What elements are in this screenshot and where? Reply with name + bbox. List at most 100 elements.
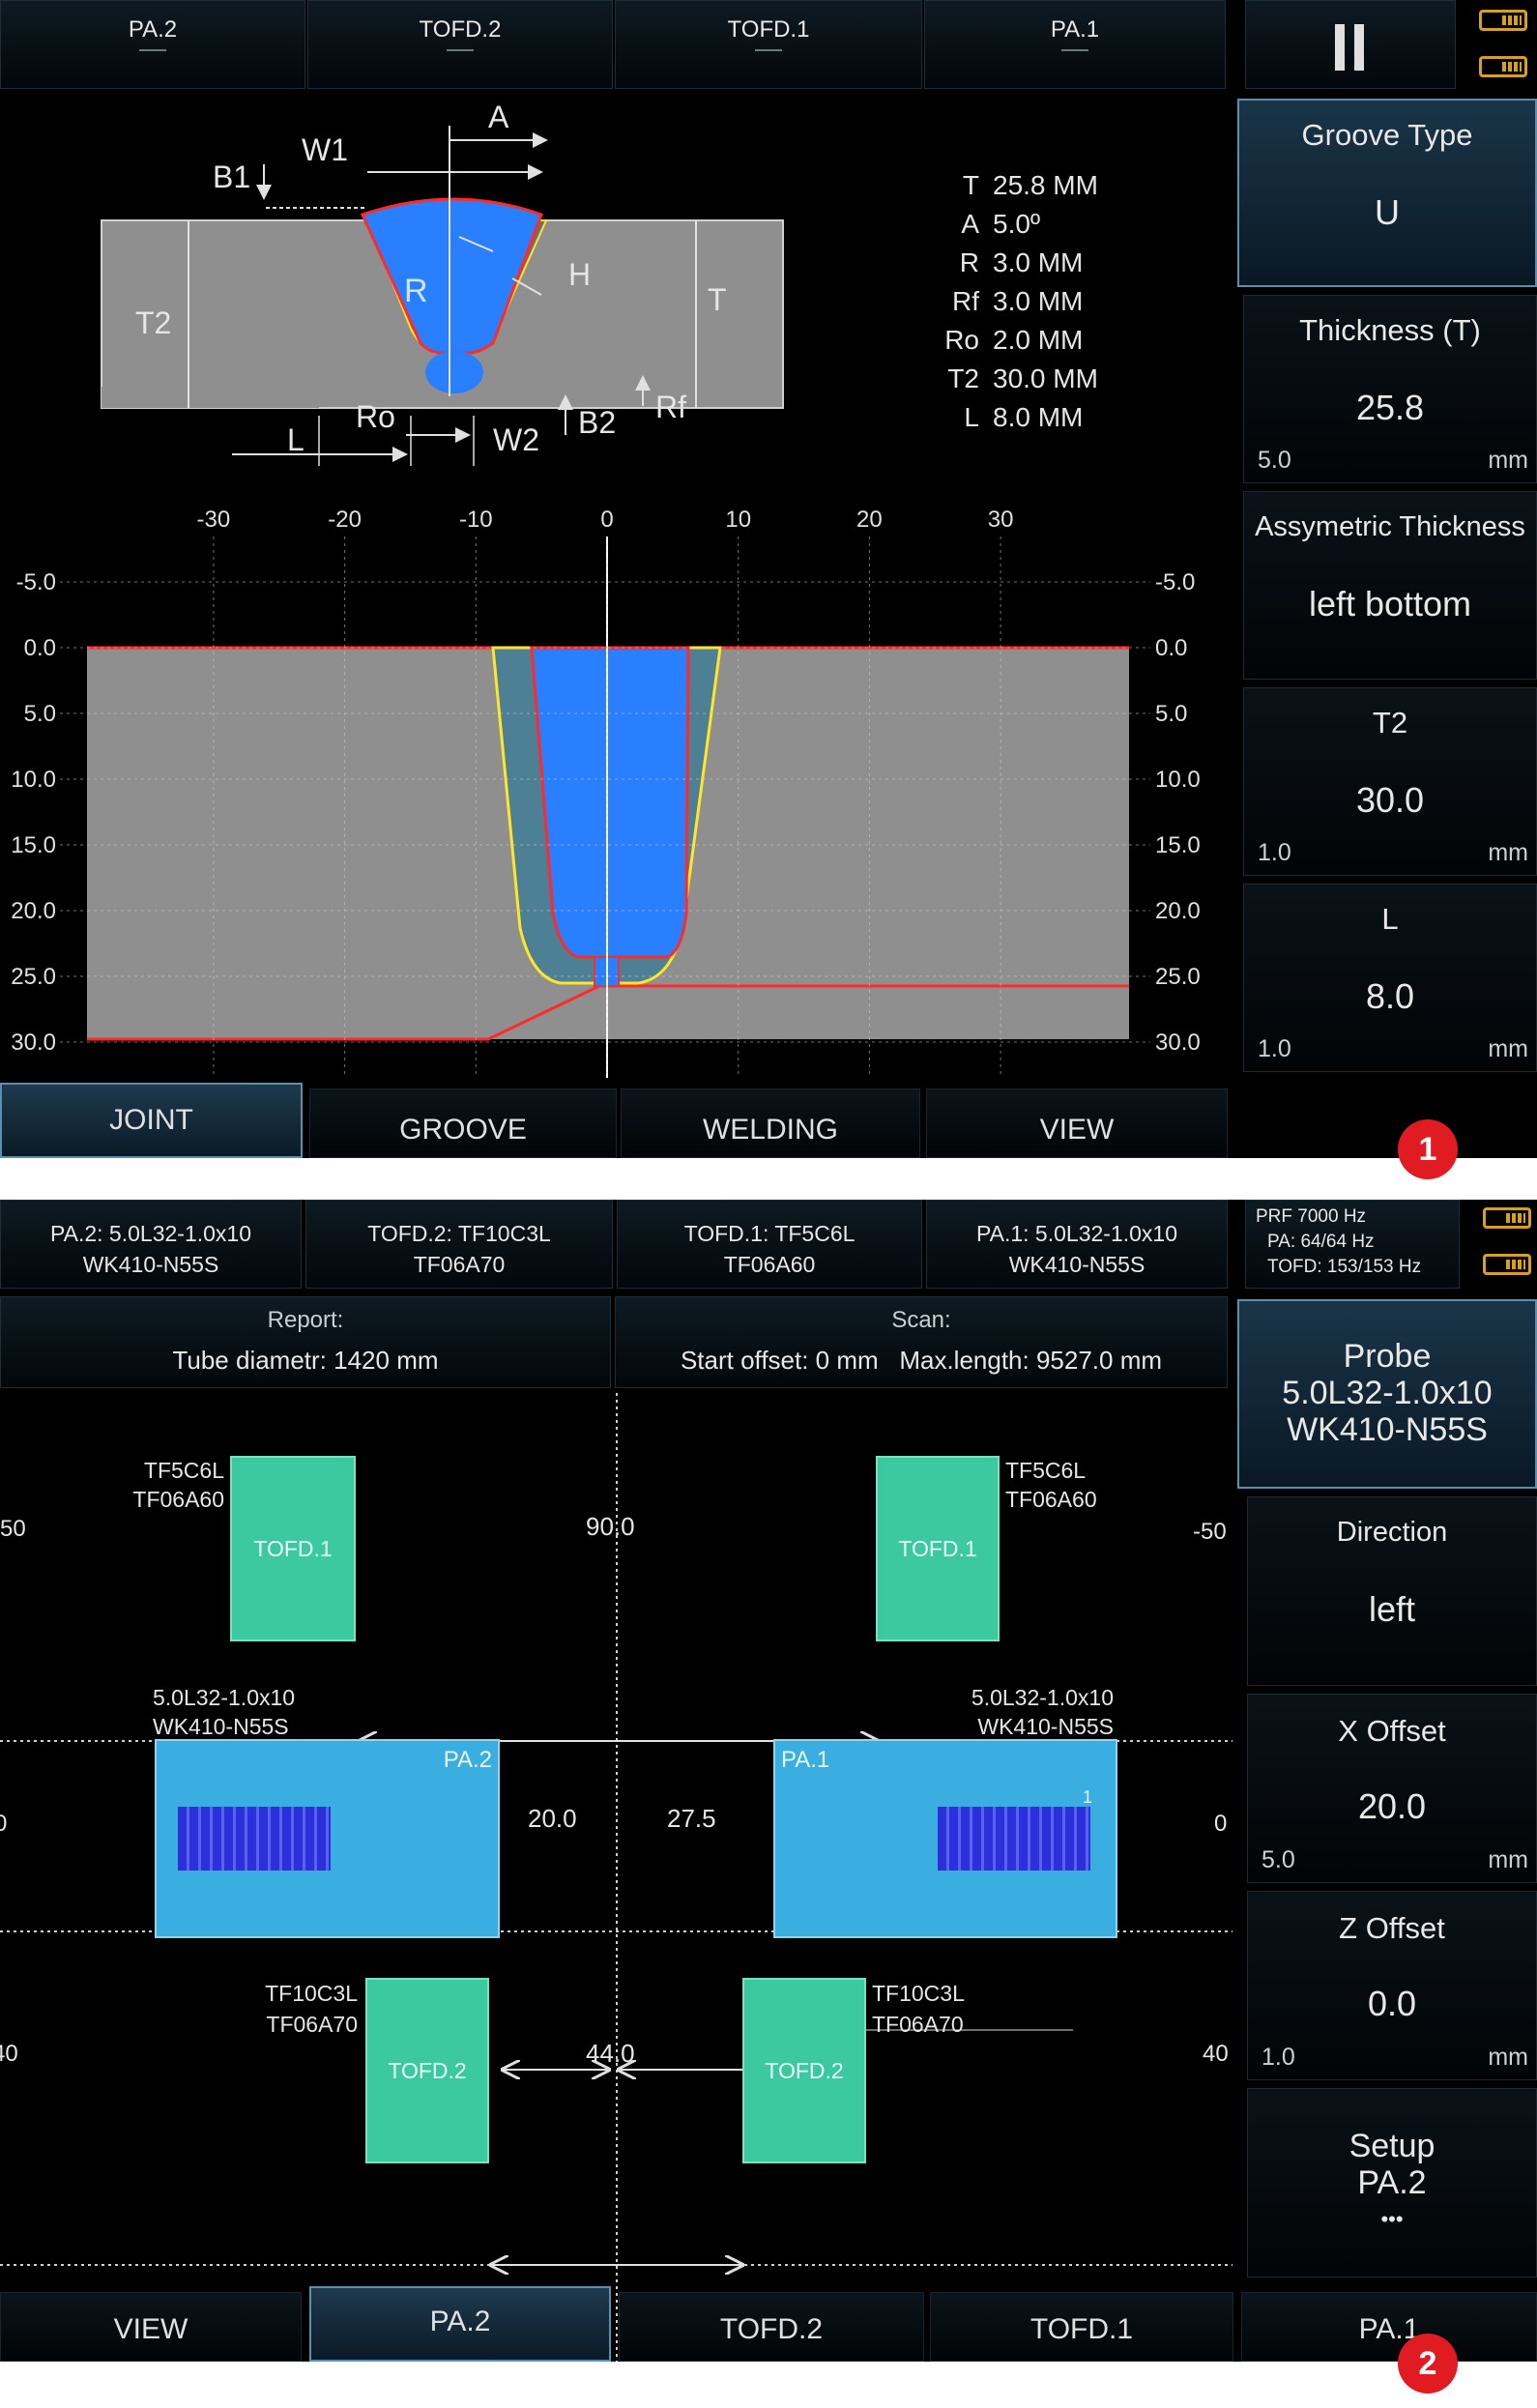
setting-unit: mm: [1488, 839, 1528, 866]
top-tab-tofd1[interactable]: TOFD.1: [615, 0, 922, 89]
more-icon: •••: [1380, 2207, 1404, 2231]
x-tick-label: 10: [725, 507, 751, 533]
probe-box-label: TOFD.2: [765, 2058, 844, 2083]
tab-joint[interactable]: JOINT: [0, 1083, 303, 1158]
param-row: A 5.0º: [961, 209, 1041, 239]
setting-value: 0.0: [1367, 1984, 1417, 2023]
probe-label: TF10C3L TF06A70: [872, 1981, 965, 2037]
top-tab-pa1[interactable]: PA.1: [924, 0, 1226, 89]
scan-settings: Start offset: 0 mm Max.length: 9527.0 mm: [680, 1346, 1163, 1375]
top-tab-tofd2[interactable]: TOFD.2: [307, 0, 613, 89]
probe-box-label: PA.2: [443, 1747, 492, 1773]
probe-box-label: TOFD.2: [388, 2058, 467, 2083]
tab-welding[interactable]: WELDING: [621, 1088, 920, 1158]
battery-icon: [1483, 1207, 1531, 1229]
callout-marker-2: 2: [1398, 2334, 1458, 2393]
setting-title: Direction: [1336, 1517, 1448, 1548]
setting-title: T2: [1372, 706, 1408, 740]
setting-unit: mm: [1488, 1846, 1528, 1873]
probe-model: 5.0L32-1.0x10: [1282, 1375, 1493, 1411]
l-button[interactable]: L 8.0 1.0 mm: [1243, 884, 1537, 1072]
label-W1: W1: [302, 132, 348, 167]
param-row: L 8.0 MM: [964, 402, 1084, 432]
pa1-probe[interactable]: PA.1 1: [773, 1739, 1117, 1938]
x-tick-label: 0: [600, 507, 613, 533]
pause-icon: [1335, 24, 1364, 71]
setting-unit: mm: [1488, 447, 1528, 474]
label-B2: B2: [578, 405, 617, 440]
top-tab-tofd1[interactable]: TOFD.1: TF5C6L TF06A60: [617, 1200, 922, 1289]
setting-title: Probe: [1343, 1338, 1432, 1375]
tab-view[interactable]: VIEW: [926, 1088, 1228, 1158]
x-offset-button[interactable]: X Offset 20.0 5.0 mm: [1247, 1694, 1537, 1883]
y-tick-label: 0.0: [1155, 635, 1187, 661]
report-button[interactable]: Report: Tube diametr: 1420 mm: [0, 1296, 611, 1388]
label-T: T: [708, 282, 727, 317]
tab-tofd1[interactable]: TOFD.1: [930, 2292, 1233, 2362]
tofd-rate: TOFD: 153/153 Hz: [1267, 1257, 1422, 1277]
scan-title: Scan:: [891, 1307, 951, 1333]
top-tab-tofd2[interactable]: TOFD.2: TF10C3L TF06A70: [305, 1200, 613, 1289]
y-tick-label: 0.0: [24, 635, 56, 661]
setting-value: U: [1375, 192, 1400, 232]
probe-name: PA.2: 5.0L32-1.0x10: [50, 1221, 251, 1246]
tofd1-left-probe[interactable]: TOFD.1: [230, 1456, 356, 1641]
y-tick-label: 15.0: [11, 832, 56, 858]
label-H: H: [568, 257, 592, 292]
tab-label: TOFD.2: [419, 16, 502, 43]
probe-label: 5.0L32-1.0x10 WK410-N55S: [153, 1685, 296, 1739]
setup-button[interactable]: Setup PA.2 •••: [1247, 2088, 1537, 2277]
top-tab-pa2[interactable]: PA.2: 5.0L32-1.0x10 WK410-N55S: [0, 1200, 302, 1289]
edge-value: 40: [1203, 2041, 1229, 2067]
setting-title: Thickness (T): [1299, 313, 1481, 347]
probe-label: TF10C3L TF06A70: [265, 1981, 358, 2037]
setting-title: Groove Type: [1301, 118, 1473, 152]
report-title: Report:: [267, 1307, 344, 1333]
setting-value: 20.0: [1357, 1786, 1427, 1826]
direction-button[interactable]: Direction left: [1247, 1496, 1537, 1686]
x-tick-label: 20: [856, 507, 883, 533]
setting-min: 5.0: [1262, 1846, 1295, 1873]
label-Ro: Ro: [356, 399, 395, 434]
thickness-button[interactable]: Thickness (T) 25.8 5.0 mm: [1243, 295, 1537, 483]
wedge-name: WK410-N55S: [1008, 1252, 1146, 1277]
tab-label: TOFD.1: [727, 16, 810, 43]
y-tick-label: 30.0: [1155, 1030, 1201, 1056]
tab-pa1[interactable]: PA.1: [1241, 2292, 1537, 2362]
pause-button[interactable]: [1245, 0, 1456, 89]
tofd2-left-probe[interactable]: TOFD.2: [365, 1978, 489, 2163]
setting-value: 30.0: [1355, 780, 1425, 820]
probe-name: TOFD.1: TF5C6L: [683, 1221, 856, 1246]
tofd1-right-probe[interactable]: TOFD.1: [876, 1456, 1000, 1641]
probe-button[interactable]: Probe 5.0L32-1.0x10 WK410-N55S: [1237, 1299, 1537, 1489]
probe-setup-screen: PA.2: 5.0L32-1.0x10 WK410-N55S TOFD.2: TF…: [0, 1200, 1537, 2362]
tab-pa2[interactable]: PA.2: [309, 2286, 611, 2362]
z-offset-button[interactable]: Z Offset 0.0 1.0 mm: [1247, 1891, 1537, 2080]
distance-tofd1: 90.0: [586, 1512, 635, 1541]
probe-label: TF5C6L TF06A60: [1005, 1458, 1097, 1512]
y-tick-label: 10.0: [11, 767, 56, 793]
top-tab-pa1[interactable]: PA.1: 5.0L32-1.0x10 WK410-N55S: [926, 1200, 1228, 1289]
top-tab-pa2[interactable]: PA.2: [0, 0, 305, 89]
tofd2-right-probe[interactable]: TOFD.2: [742, 1978, 866, 2163]
setting-title: Z Offset: [1339, 1911, 1445, 1945]
tab-view[interactable]: VIEW: [0, 2292, 302, 2362]
y-tick-label: 25.0: [11, 964, 56, 990]
scan-button[interactable]: Scan: Start offset: 0 mm Max.length: 952…: [615, 1296, 1228, 1388]
asymmetric-thickness-button[interactable]: Assymetric Thickness left bottom: [1243, 491, 1537, 680]
setting-min: 5.0: [1258, 447, 1291, 474]
y-tick-label: -5.0: [1155, 569, 1195, 595]
distance-pa1: 27.5: [667, 1804, 716, 1833]
label-W2: W2: [493, 422, 539, 457]
setting-title: Setup: [1348, 2128, 1436, 2164]
setting-title: X Offset: [1338, 1714, 1446, 1748]
pa2-probe[interactable]: PA.2: [155, 1739, 500, 1938]
edge-value: 0: [0, 1811, 8, 1837]
t2-button[interactable]: T2 30.0 1.0 mm: [1243, 687, 1537, 876]
groove-type-button[interactable]: Groove Type U: [1237, 99, 1537, 287]
tab-tofd2[interactable]: TOFD.2: [619, 2292, 924, 2362]
groove-parameters: T 25.8 MM A 5.0º R 3.0 MM Rf 3.0 MM Ro 2.0 MM…: [933, 166, 1098, 437]
tube-diameter: Tube diametr: 1420 mm: [172, 1346, 439, 1375]
tab-groove[interactable]: GROOVE: [309, 1088, 617, 1158]
param-row: R 3.0 MM: [959, 247, 1084, 277]
